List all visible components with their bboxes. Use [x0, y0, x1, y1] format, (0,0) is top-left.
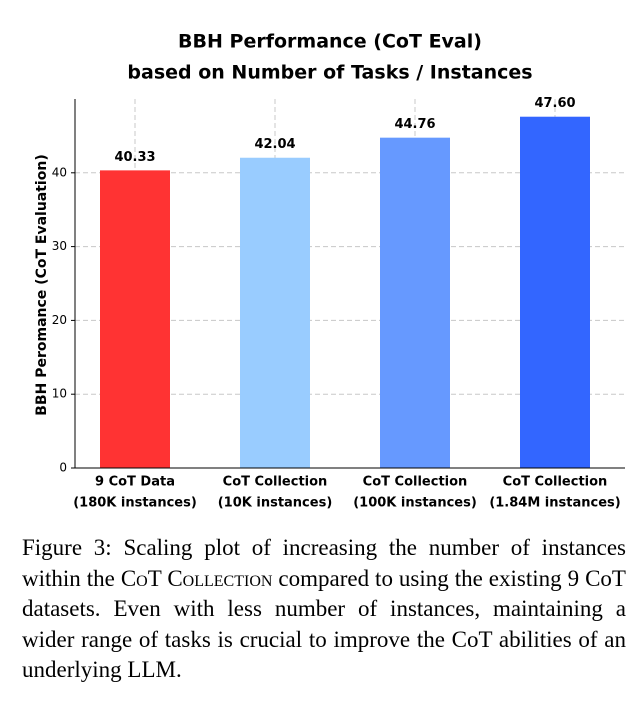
x-tick-label: (180K instances) [73, 496, 197, 511]
value-label: 47.60 [534, 96, 575, 111]
bar [520, 116, 590, 468]
x-tick-label: 9 CoT Data [95, 475, 175, 490]
x-tick-label: (1.84M instances) [489, 496, 620, 511]
x-tick-label: CoT Collection [223, 475, 328, 490]
bar [100, 170, 170, 468]
value-label: 44.76 [394, 117, 435, 132]
chart-title: based on Number of Tasks / Instances [127, 62, 532, 84]
x-tick-label: (100K instances) [353, 496, 477, 511]
y-tick-label: 0 [59, 461, 67, 475]
y-tick-label: 20 [52, 313, 67, 327]
y-tick-label: 10 [52, 387, 67, 401]
value-label: 42.04 [254, 137, 295, 152]
chart: BBH Performance (CoT Eval) based on Numb… [34, 31, 625, 511]
y-axis-label: BBH Peromance (CoT Evaluation) [34, 154, 50, 415]
caption-text: CoT Collection [120, 565, 273, 591]
caption-text: Figure 3: Scaling plot of increasing the… [22, 535, 626, 591]
x-tick-label: (10K instances) [218, 496, 333, 511]
y-tick-label: 30 [52, 239, 67, 253]
x-tick-label: CoT Collection [363, 475, 468, 490]
bar [240, 157, 310, 468]
caption-text: compared to using the existing 9 CoT dat… [22, 565, 626, 683]
caption: Figure 3: Scaling plot of increasing the… [22, 533, 626, 686]
y-tick-label: 40 [52, 165, 67, 179]
x-tick-label: CoT Collection [503, 475, 608, 490]
bar [380, 137, 450, 468]
chart-title: BBH Performance (CoT Eval) [178, 31, 482, 53]
value-label: 40.33 [114, 150, 155, 165]
